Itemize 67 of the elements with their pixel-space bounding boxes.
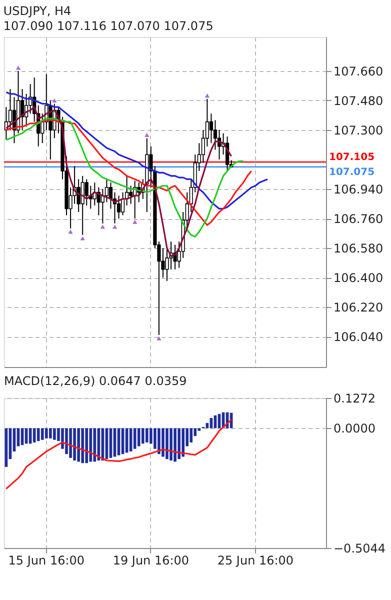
y-tick-label: 0.0000 xyxy=(334,422,376,436)
point xyxy=(16,66,21,70)
bar xyxy=(36,428,40,442)
bar xyxy=(182,428,184,457)
candlestick xyxy=(116,195,121,220)
bar xyxy=(117,428,120,456)
y-tick-label: 106.220 xyxy=(334,300,384,315)
y-tick-label: 0.1272 xyxy=(334,392,376,406)
bar xyxy=(174,428,176,462)
y-tick-label: 106.580 xyxy=(334,242,384,256)
line-series xyxy=(5,91,268,210)
bar xyxy=(49,428,52,438)
candlestick xyxy=(8,88,12,130)
bar xyxy=(65,428,68,454)
bar xyxy=(133,428,136,449)
bar xyxy=(141,428,144,444)
x-tick-label: 25 Jun 16:00 xyxy=(217,554,294,568)
point xyxy=(204,94,210,98)
point xyxy=(100,224,106,229)
bar xyxy=(89,428,92,462)
point xyxy=(132,220,138,224)
bar xyxy=(40,428,44,440)
bar xyxy=(77,428,80,462)
bar xyxy=(32,428,36,442)
bar xyxy=(85,428,88,464)
y-tick-label: 106.940 xyxy=(334,182,384,197)
x-tick-label: 15 Jun 16:00 xyxy=(8,554,85,568)
bar xyxy=(178,428,180,460)
bar xyxy=(162,428,164,457)
candlestick xyxy=(108,182,113,210)
bar xyxy=(170,428,172,461)
point xyxy=(52,98,57,103)
y-tick-label: 106.040 xyxy=(334,330,384,344)
candlestick xyxy=(129,185,133,204)
bar xyxy=(129,428,132,452)
y-tick-label: −0.5044 xyxy=(334,542,386,556)
bar xyxy=(137,428,140,446)
bar xyxy=(166,428,168,460)
chart-subtitle: 107.090 107.116 107.070 107.075 xyxy=(3,19,214,33)
point xyxy=(144,132,150,137)
chart-title: USDJPY, H4 xyxy=(3,4,72,18)
bar xyxy=(190,428,193,442)
bar xyxy=(109,428,112,458)
point xyxy=(80,236,85,240)
x-tick-label: 19 Jun 16:00 xyxy=(112,554,190,568)
y-tick-label: 106.400 xyxy=(334,271,384,286)
candlestick xyxy=(104,178,109,203)
bar xyxy=(158,428,160,454)
bar xyxy=(53,428,56,440)
bar xyxy=(81,428,84,464)
line-series xyxy=(5,418,232,490)
point xyxy=(112,224,118,229)
ref-line-label: 107.105 xyxy=(329,152,375,163)
bar xyxy=(93,428,96,462)
y-tick-label: 107.660 xyxy=(334,64,384,78)
candlestick xyxy=(213,120,218,150)
ref-line-label: 107.075 xyxy=(329,166,375,178)
y-tick-label: 106.760 xyxy=(334,212,384,226)
bar xyxy=(73,428,76,461)
point xyxy=(156,336,162,340)
bar xyxy=(69,428,72,458)
bar xyxy=(45,428,48,438)
candlestick xyxy=(84,178,88,206)
bar xyxy=(146,428,148,442)
y-tick-label: 107.480 xyxy=(334,94,384,108)
chart-title: MACD(12,26,9) 0.0647 0.0359 xyxy=(4,374,187,388)
y-tick-label: 107.300 xyxy=(334,123,384,138)
